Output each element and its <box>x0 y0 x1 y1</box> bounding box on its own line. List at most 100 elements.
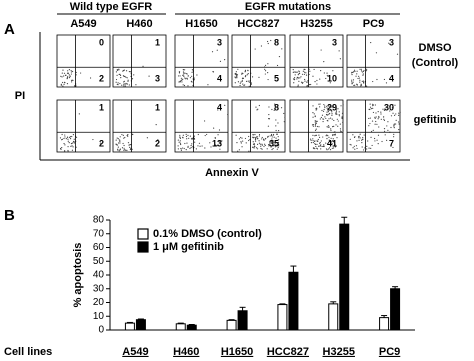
event-dot <box>123 144 125 147</box>
error-bar <box>341 216 348 225</box>
event-dot <box>64 74 67 76</box>
event-dot <box>370 136 372 138</box>
event-dot <box>180 148 182 150</box>
event-dot <box>196 74 198 76</box>
event-dot <box>216 49 218 51</box>
event-dot <box>68 142 70 144</box>
event-dot <box>264 68 266 70</box>
event-dot <box>261 144 264 146</box>
event-dot <box>341 117 343 120</box>
event-dot <box>335 109 338 111</box>
event-dot <box>313 68 315 71</box>
event-dot <box>261 148 263 150</box>
event-dot <box>61 76 63 78</box>
event-dot <box>373 137 376 140</box>
event-dot <box>191 71 193 73</box>
event-dot <box>312 105 314 107</box>
event-dot <box>293 78 295 81</box>
event-dot <box>316 120 318 122</box>
event-dot <box>244 76 247 78</box>
event-dot <box>242 140 244 142</box>
event-dot <box>318 136 321 138</box>
event-dot <box>384 134 386 136</box>
event-dot <box>359 68 361 70</box>
cell-line: PC9 <box>363 18 384 30</box>
event-dot <box>235 73 237 75</box>
event-dot <box>330 137 332 139</box>
event-dot <box>383 130 386 132</box>
event-dot <box>329 144 332 147</box>
event-dot <box>71 149 74 151</box>
event-dot <box>367 140 369 142</box>
event-dot <box>123 69 125 71</box>
event-dot <box>312 75 314 77</box>
event-dot <box>131 78 134 80</box>
group-title: Wild type EGFR <box>70 1 152 13</box>
event-dot <box>217 134 219 136</box>
event-dot <box>335 110 338 112</box>
event-dot <box>256 147 258 149</box>
event-dot <box>374 104 376 106</box>
event-dot <box>356 70 358 72</box>
event-dot <box>256 136 258 138</box>
quadrant-value: 29 <box>327 102 337 112</box>
event-dot <box>360 83 362 85</box>
event-dot <box>391 107 394 109</box>
error-bar <box>188 324 195 326</box>
event-dot <box>180 143 182 146</box>
event-dot <box>355 145 358 147</box>
event-dot <box>314 121 316 123</box>
event-dot <box>258 142 261 144</box>
quadrant-value: 35 <box>269 138 279 148</box>
event-dot <box>383 109 386 111</box>
event-dot <box>234 73 236 76</box>
y-axis-label: % apoptosis <box>72 243 84 308</box>
event-dot <box>276 133 278 135</box>
event-dot <box>72 134 75 136</box>
event-dot <box>316 108 318 110</box>
event-dot <box>297 84 299 86</box>
event-dot <box>178 81 180 83</box>
event-dot <box>252 137 254 139</box>
event-dot <box>115 143 117 145</box>
y-tick-label: 20 <box>93 297 105 308</box>
quadrant-value: 1 <box>155 37 160 47</box>
event-dot <box>322 110 325 112</box>
flow-plot <box>112 99 167 153</box>
event-dot <box>284 116 286 118</box>
event-dot <box>264 64 267 66</box>
event-dot <box>124 75 126 78</box>
event-dot <box>376 139 378 141</box>
event-dot <box>99 142 102 144</box>
event-dot <box>325 113 328 116</box>
flow-plot <box>56 99 111 153</box>
event-dot <box>319 141 321 144</box>
event-dot <box>323 103 325 106</box>
event-dot <box>126 149 128 151</box>
event-dot <box>127 79 129 81</box>
event-dot <box>118 73 120 76</box>
event-dot <box>241 137 243 139</box>
event-dot <box>323 144 325 146</box>
event-dot <box>271 136 273 138</box>
event-dot <box>238 138 241 140</box>
event-dot <box>331 110 333 112</box>
event-dot <box>340 105 342 107</box>
event-dot <box>351 81 353 83</box>
event-dot <box>322 136 324 138</box>
event-dot <box>326 107 328 109</box>
event-dot <box>393 136 395 138</box>
event-dot <box>256 148 259 150</box>
event-dot <box>339 128 342 130</box>
event-dot <box>184 69 186 71</box>
event-dot <box>395 123 397 125</box>
event-dot <box>124 82 126 85</box>
event-dot <box>363 69 365 72</box>
event-dot <box>60 84 62 86</box>
y-tick-label: 40 <box>93 270 105 281</box>
event-dot <box>61 133 63 136</box>
event-dot <box>305 72 307 74</box>
event-dot <box>368 108 370 111</box>
event-dot <box>316 147 318 149</box>
event-dot <box>388 42 390 44</box>
